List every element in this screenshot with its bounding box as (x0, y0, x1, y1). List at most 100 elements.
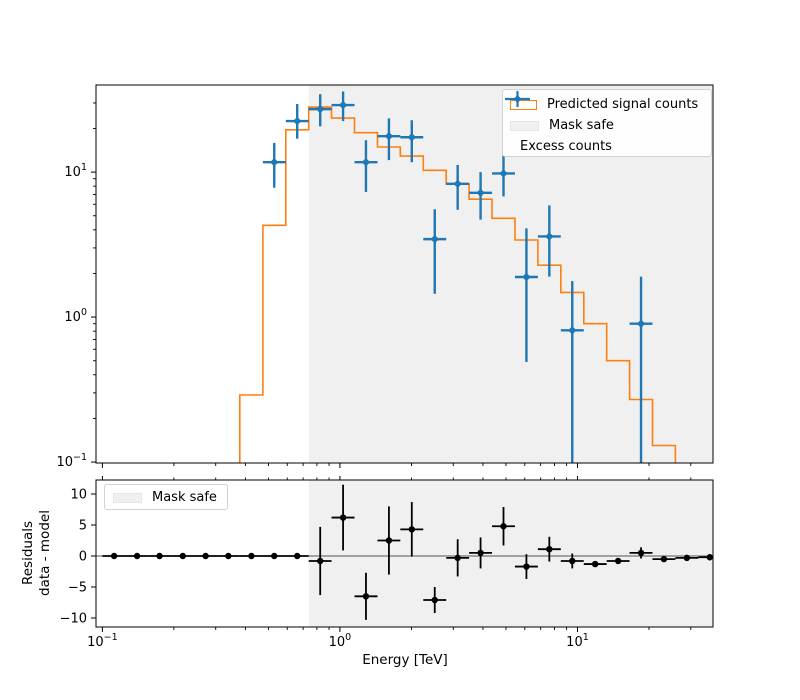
residual-point (652, 555, 676, 563)
excess-marker (338, 100, 348, 110)
residual-marker (225, 552, 232, 560)
residual-point (560, 553, 584, 569)
residual-point (217, 552, 240, 560)
residual-point (193, 552, 218, 560)
legend-counts-panel: Predicted signal counts Mask safe Excess… (502, 89, 712, 157)
y-tick-label: 10 (70, 488, 87, 503)
excess-point (423, 209, 447, 294)
excess-marker (453, 179, 462, 189)
excess-marker (522, 272, 531, 282)
residual-point (606, 557, 630, 565)
x-tick-label: 101 (566, 632, 589, 650)
residual-point (629, 547, 653, 559)
excess-point (285, 104, 309, 139)
residual-marker (133, 552, 141, 560)
residuals-panel-group (96, 484, 713, 620)
residual-point (148, 552, 172, 560)
residual-point (537, 536, 561, 562)
y-tick-label: 5 (79, 519, 87, 534)
residual-point (469, 537, 493, 569)
excess-point (469, 172, 493, 220)
excess-marker (636, 319, 646, 328)
residual-marker (614, 557, 622, 565)
mask-safe-swatch-icon (510, 120, 539, 131)
residual-marker (706, 554, 713, 561)
legend-label: Mask safe (152, 490, 217, 505)
residual-marker (683, 554, 691, 562)
excess-marker (316, 104, 325, 114)
excess-point (331, 91, 355, 122)
residual-marker (591, 560, 599, 568)
residual-point (285, 552, 309, 560)
excess-marker (384, 131, 394, 141)
residual-point (675, 554, 699, 562)
residual-marker (454, 554, 461, 562)
legend-item-excess-counts: Excess counts (505, 91, 703, 157)
y-tick-label: 0 (79, 550, 87, 565)
legend-residuals-panel: Mask safe (104, 484, 228, 510)
residuals-panel-spines (95, 479, 714, 628)
excess-marker (430, 234, 439, 244)
excess-point (492, 155, 515, 197)
residual-marker (569, 557, 576, 565)
excess-point (446, 164, 470, 210)
residual-marker (339, 514, 347, 521)
y-tick-label: 101 (64, 162, 87, 180)
excess-marker (361, 158, 371, 167)
counts-panel-spines (95, 84, 714, 464)
legend-label: Mask safe (549, 118, 614, 133)
residual-point (262, 552, 286, 560)
residual-point (446, 539, 470, 577)
residual-marker (202, 552, 209, 560)
excess-point (560, 281, 584, 463)
residual-marker (362, 593, 370, 600)
residual-point (698, 554, 713, 561)
residual-point (308, 526, 332, 596)
residual-point (331, 484, 355, 551)
residual-marker (523, 563, 530, 570)
excess-point (400, 120, 424, 163)
residual-point (514, 554, 538, 579)
excess-point (377, 118, 401, 161)
y-tick-label: −10 (60, 612, 87, 627)
x-axis-label: Energy [TeV] (362, 652, 448, 668)
residual-point (492, 507, 515, 546)
residual-point (354, 572, 378, 620)
legend-label: Predicted signal counts (547, 97, 699, 112)
residual-marker (431, 596, 438, 604)
residual-marker (294, 552, 301, 560)
excess-marker (499, 169, 508, 178)
excess-marker (476, 188, 485, 198)
residual-point (583, 560, 607, 568)
residual-marker (110, 552, 118, 560)
residual-marker (248, 552, 255, 560)
residual-point (171, 552, 194, 560)
excess-point (262, 142, 286, 188)
residual-marker (408, 526, 415, 533)
legend-item-predicted-signal: Predicted signal counts (510, 94, 703, 115)
counts-panel-group (239, 91, 677, 463)
excess-point (629, 276, 653, 463)
residual-marker (179, 552, 186, 560)
residual-point (400, 502, 424, 557)
legend-item-mask-safe: Mask safe (113, 487, 219, 508)
residual-marker (477, 549, 484, 557)
excess-point (308, 94, 332, 127)
excess-point (514, 228, 538, 362)
residual-marker (546, 545, 553, 553)
residual-point (239, 552, 263, 560)
x-tick-label: 10−1 (87, 632, 118, 650)
excess-point (537, 205, 561, 277)
residual-marker (385, 537, 393, 544)
residual-marker (500, 523, 507, 530)
excess-point (354, 140, 378, 192)
excess-marker (545, 232, 554, 241)
y-tick-label: −5 (68, 581, 87, 596)
residual-marker (156, 552, 163, 560)
excess-marker (270, 158, 279, 167)
legend-item-mask-safe: Mask safe (510, 115, 703, 136)
residual-marker (660, 555, 668, 563)
residual-point (125, 552, 149, 560)
residual-point (102, 552, 126, 560)
